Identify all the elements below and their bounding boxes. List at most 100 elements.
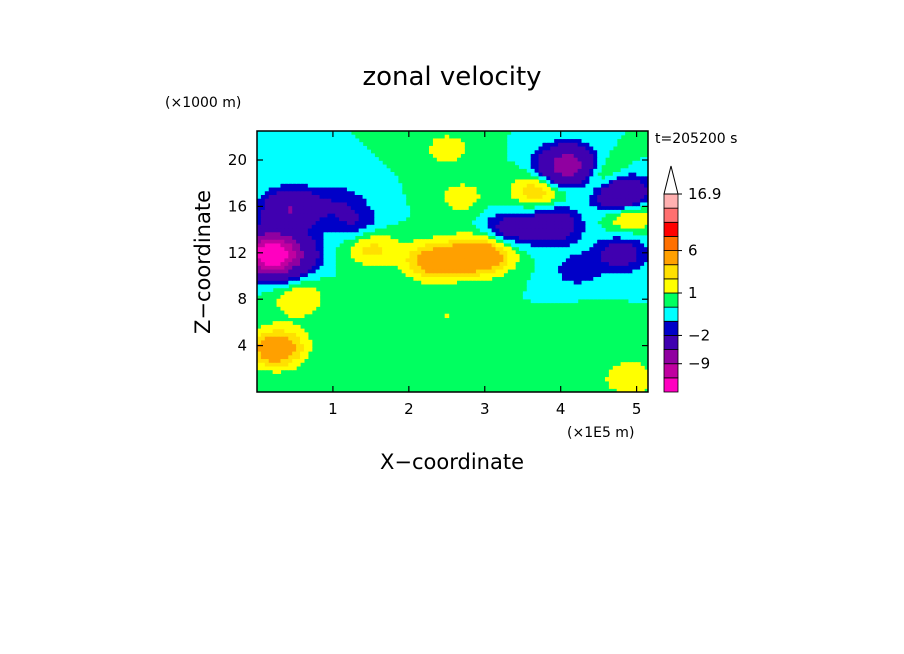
field-cell bbox=[425, 261, 430, 266]
field-cell bbox=[280, 257, 285, 263]
field-cell bbox=[331, 205, 336, 210]
field-cell bbox=[268, 138, 274, 143]
field-cell bbox=[331, 138, 336, 143]
field-cell bbox=[315, 254, 321, 259]
field-cell bbox=[276, 153, 282, 158]
field-cell bbox=[554, 283, 559, 289]
field-cell bbox=[526, 145, 532, 151]
field-cell bbox=[296, 216, 301, 222]
field-cell bbox=[538, 164, 544, 169]
field-cell bbox=[362, 194, 368, 199]
field-cell bbox=[499, 261, 504, 266]
field-cell bbox=[409, 268, 414, 274]
field-cell bbox=[612, 142, 618, 147]
field-cell bbox=[335, 142, 340, 147]
field-cell bbox=[280, 157, 285, 162]
field-cell bbox=[319, 268, 325, 274]
field-cell bbox=[315, 131, 321, 136]
field-cell bbox=[624, 265, 630, 270]
field-cell bbox=[515, 213, 520, 218]
field-cell bbox=[624, 220, 630, 225]
field-cell bbox=[526, 164, 532, 169]
field-cell bbox=[604, 183, 610, 188]
field-cell bbox=[323, 246, 328, 251]
field-cell bbox=[640, 157, 645, 162]
field-cell bbox=[534, 179, 540, 184]
field-cell bbox=[260, 172, 266, 177]
field-cell bbox=[311, 209, 317, 214]
field-cell bbox=[593, 283, 598, 289]
field-cell bbox=[429, 149, 434, 154]
field-cell bbox=[331, 179, 336, 184]
field-cell bbox=[624, 172, 630, 177]
field-cell bbox=[292, 131, 297, 136]
field-cell bbox=[601, 149, 606, 154]
field-cell bbox=[526, 295, 532, 300]
field-cell bbox=[561, 131, 567, 136]
field-cell bbox=[636, 179, 641, 184]
field-cell bbox=[300, 227, 305, 233]
field-cell bbox=[644, 257, 648, 263]
field-cell bbox=[280, 321, 285, 326]
field-cell bbox=[581, 257, 587, 263]
field-cell bbox=[382, 190, 387, 195]
field-cell bbox=[307, 153, 313, 158]
plot-frame bbox=[256, 130, 649, 393]
field-cell bbox=[284, 227, 289, 233]
field-cell bbox=[272, 183, 278, 188]
field-cell bbox=[569, 261, 575, 266]
field-cell bbox=[495, 231, 501, 236]
field-cell bbox=[319, 179, 325, 184]
field-cell bbox=[292, 298, 297, 304]
field-cell bbox=[296, 343, 301, 348]
field-cell bbox=[276, 172, 282, 177]
field-cell bbox=[315, 179, 321, 184]
field-cell bbox=[268, 224, 274, 229]
field-cell bbox=[620, 388, 626, 392]
field-cell bbox=[292, 164, 297, 169]
field-cell bbox=[448, 198, 454, 203]
field-cell bbox=[296, 287, 301, 292]
field-cell bbox=[268, 343, 274, 348]
field-cell bbox=[620, 362, 626, 367]
field-cell bbox=[483, 272, 489, 278]
field-cell bbox=[593, 224, 598, 229]
field-cell bbox=[257, 138, 262, 143]
field-cell bbox=[272, 257, 278, 263]
field-cell bbox=[452, 257, 458, 263]
field-cell bbox=[378, 190, 383, 195]
field-cell bbox=[260, 324, 266, 330]
field-cell bbox=[448, 157, 454, 162]
field-cell bbox=[601, 276, 606, 281]
field-cell bbox=[292, 250, 297, 255]
field-cell bbox=[585, 153, 590, 158]
field-cell bbox=[577, 287, 583, 292]
colorbar-label: 6 bbox=[688, 242, 698, 260]
field-cell bbox=[518, 149, 524, 154]
field-cell bbox=[636, 254, 641, 259]
field-cell bbox=[292, 160, 297, 166]
field-cell bbox=[257, 190, 262, 195]
field-cell bbox=[593, 239, 598, 244]
field-cell bbox=[257, 186, 262, 192]
field-cell bbox=[331, 183, 336, 188]
field-cell bbox=[300, 309, 305, 315]
field-cell bbox=[280, 209, 285, 214]
field-cell bbox=[296, 175, 301, 181]
field-cell bbox=[608, 369, 614, 374]
field-cell bbox=[612, 250, 618, 255]
field-cell bbox=[464, 239, 469, 244]
field-cell bbox=[636, 380, 641, 386]
field-cell bbox=[323, 145, 328, 151]
field-cell bbox=[257, 362, 262, 367]
field-cell bbox=[644, 384, 648, 389]
field-cell bbox=[468, 201, 473, 207]
field-cell bbox=[534, 254, 540, 259]
field-cell bbox=[448, 272, 454, 278]
field-cell bbox=[315, 302, 321, 307]
field-cell bbox=[303, 168, 309, 173]
field-cell bbox=[452, 265, 458, 270]
field-cell bbox=[311, 216, 317, 222]
field-cell bbox=[632, 175, 637, 181]
